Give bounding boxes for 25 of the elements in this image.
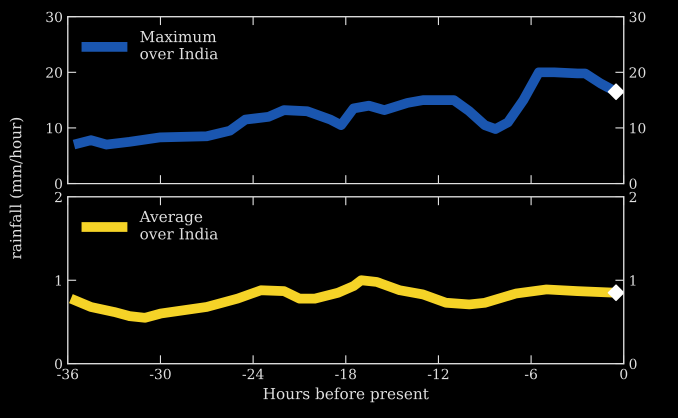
- x-tick-label: -6: [524, 368, 537, 380]
- x-tick-label: -36: [57, 368, 78, 380]
- x-tick-label: -24: [242, 368, 264, 380]
- y2-tick-label: 30: [630, 12, 646, 22]
- y-tick-label: 0: [55, 358, 62, 370]
- x-tick-label: 0: [620, 368, 628, 380]
- x-tick-label: -12: [428, 368, 448, 380]
- x-axis-title: Hours before present: [264, 388, 429, 402]
- y-tick-label: 1: [56, 275, 61, 286]
- y-tick-label: 30: [46, 12, 62, 22]
- y-axis-title: rainfall (mm/hour): [10, 118, 24, 259]
- y-tick-label: 10: [46, 122, 62, 134]
- y2-tick-label: 2: [630, 192, 636, 202]
- y2-tick-label: 0: [630, 358, 637, 370]
- legend-label: Maximum over India: [140, 30, 218, 60]
- y-tick-label: 2: [55, 192, 62, 202]
- y2-tick-label: 10: [630, 122, 646, 134]
- y2-tick-label: 0: [630, 178, 637, 189]
- y2-tick-label: 1: [630, 275, 636, 286]
- y-tick-label: 20: [46, 67, 62, 78]
- y2-tick-label: 20: [630, 67, 646, 78]
- x-tick-label: -30: [150, 368, 171, 380]
- x-tick-label: -18: [335, 368, 356, 380]
- legend-label: Average over India: [140, 210, 218, 240]
- y-tick-label: 0: [55, 178, 62, 189]
